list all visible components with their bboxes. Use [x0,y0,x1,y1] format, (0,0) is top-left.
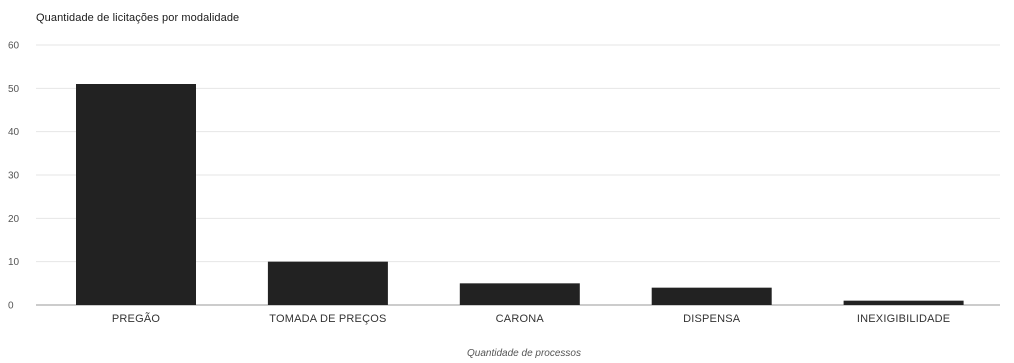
x-tick-label: CARONA [496,313,545,325]
x-tick-label: PREGÃO [112,312,161,325]
x-tick-label: DISPENSA [683,313,741,325]
y-tick-label: 0 [8,301,14,312]
bar-carona [459,283,580,305]
y-tick-label: 60 [8,41,20,52]
chart-title: Quantidade de licitações por modalidade [36,12,240,24]
x-tick-label: INEXIGIBILIDADE [857,313,950,325]
y-tick-label: 50 [8,84,20,95]
y-tick-label: 40 [8,127,20,138]
x-axis-title: Quantidade de processos [467,348,581,359]
x-tick-label: TOMADA DE PREÇOS [269,313,386,325]
y-tick-label: 30 [8,171,20,182]
bar-pregao [76,84,196,305]
y-tick-label: 10 [8,257,20,268]
bar-dispensa [651,287,772,305]
y-tick-label: 20 [8,214,20,225]
bar-inexigibilidade [843,300,964,305]
bar-tomada-de-precos [267,261,388,305]
